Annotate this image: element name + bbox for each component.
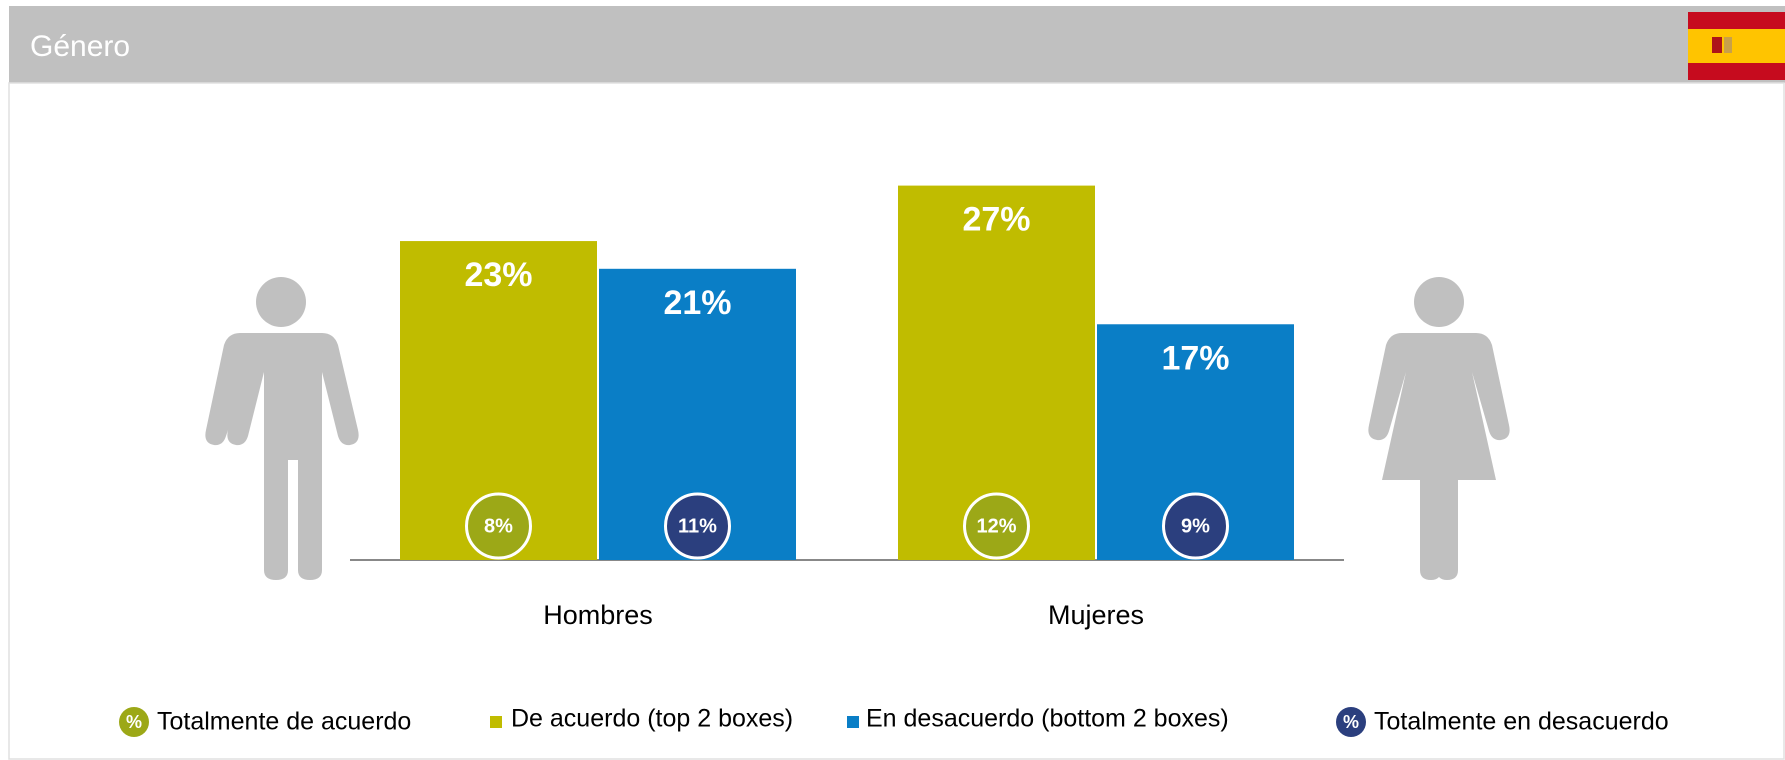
legend-label: Totalmente de acuerdo [157, 708, 411, 736]
woman-icon [1368, 277, 1510, 580]
marker-label: 8% [484, 515, 513, 537]
header-title: Género [30, 30, 130, 63]
bar-value-label: 17% [1161, 339, 1229, 377]
bar-value-label: 23% [464, 256, 532, 294]
content-frame [8, 82, 1785, 760]
bar-value-label: 27% [962, 201, 1030, 239]
legend-marker-icon [1336, 707, 1366, 737]
bar-value-label: 21% [663, 284, 731, 322]
man-icon [205, 277, 359, 580]
legend-label: Totalmente en desacuerdo [1374, 708, 1669, 736]
marker-circle [963, 492, 1030, 560]
legend-swatch [847, 716, 859, 728]
marker-label: 12% [976, 515, 1016, 537]
legend-label: De acuerdo (top 2 boxes) [511, 705, 793, 733]
legend-swatch [490, 716, 502, 728]
marker-label: 9% [1181, 515, 1210, 537]
x-tick-label: Mujeres [1048, 600, 1144, 630]
legend-label: En desacuerdo (bottom 2 boxes) [866, 705, 1229, 733]
marker-circle [465, 492, 532, 560]
x-tick-label: Hombres [543, 600, 653, 630]
marker-circle [664, 492, 731, 560]
legend-marker-symbol: % [126, 712, 142, 732]
flag [1688, 12, 1785, 80]
marker-label: 11% [678, 515, 717, 537]
header-band [9, 6, 1785, 83]
legend-marker-icon [119, 707, 149, 737]
legend-marker-symbol: % [1343, 712, 1359, 732]
marker-circle [1162, 492, 1229, 560]
